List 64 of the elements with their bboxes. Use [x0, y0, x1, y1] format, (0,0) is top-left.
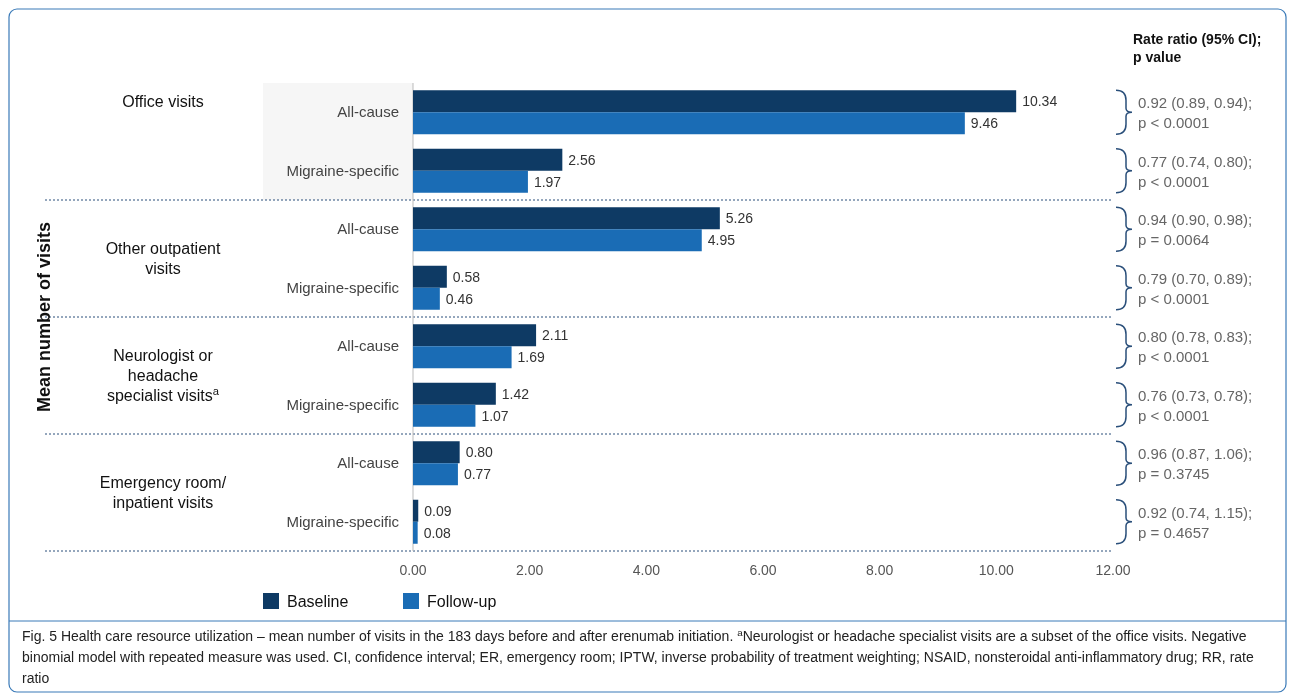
- data-label: 2.56: [568, 151, 596, 168]
- bar: [413, 112, 965, 135]
- text: Emergency room/ inpatient visits: [99, 473, 227, 511]
- text: Other outpatient visits: [105, 239, 221, 277]
- text: Neurologist or headache specialist visits$^{a}$: [106, 346, 220, 404]
- data-label: 1.07: [481, 407, 509, 424]
- bar: [413, 441, 460, 464]
- bar: [413, 229, 702, 252]
- x-tick-label: 4.00: [632, 562, 661, 578]
- bar: [413, 499, 419, 522]
- text: 0.77 (0.74, 0.80); p < 0.0001: [1138, 152, 1253, 190]
- bar: [413, 90, 1017, 113]
- text: 0.96 (0.87, 1.06); p = 0.3745: [1138, 445, 1253, 483]
- x-tick-label: 2.00: [516, 562, 544, 578]
- text: 0.79 (0.70, 0.89); p < 0.0001: [1138, 269, 1253, 307]
- data-label: 0.77: [463, 466, 492, 483]
- bar: [413, 207, 720, 230]
- y-tick-label: All-cause: [337, 337, 399, 355]
- data-label: 1.97: [533, 173, 562, 190]
- text: 0.92 (0.89, 0.94); p < 0.0001: [1138, 94, 1253, 132]
- data-label: 10.34: [1022, 93, 1058, 110]
- bar: [413, 463, 458, 486]
- caption: Fig. 5 Health care resource utilization – mean number of visits in the 183 days before and after erenumab initiation. $^{a}$Neurologist or headache specialist visits are a subset of the office visits. Negative binomial model with repeated measure was used. CI, confidence interval; ER, emergency room; IPTW, inverse probability of treatment weighting; NSAID, nonsteroidal anti-inflammatory drug; RR, rate ratio: [22, 626, 1254, 686]
- data-label: 4.95: [707, 232, 736, 249]
- data-label: 0.09: [424, 502, 452, 519]
- legend-label: Baseline: [287, 593, 349, 610]
- x-tick-label: 6.00: [749, 562, 777, 578]
- text: 0.94 (0.90, 0.98); p = 0.0064: [1138, 211, 1253, 249]
- text: Mean number of visits: [34, 221, 54, 413]
- x-tick-label: 10.00: [978, 562, 1015, 578]
- x-tick-label: 12.00: [1095, 562, 1131, 578]
- x-tick-label: 0.00: [399, 562, 427, 578]
- data-label: 1.42: [501, 385, 530, 402]
- bar: [413, 170, 528, 193]
- data-label: 2.11: [542, 327, 569, 344]
- text: 0.80 (0.78, 0.83); p < 0.0001: [1138, 328, 1253, 366]
- data-label: 0.08: [423, 524, 452, 541]
- bar: [413, 521, 418, 544]
- bar: [413, 287, 440, 310]
- text: 0.92 (0.74, 1.15); p = 0.4657: [1138, 503, 1253, 541]
- y-tick-label: All-cause: [337, 103, 399, 121]
- text: 0.76 (0.73, 0.78); p < 0.0001: [1138, 386, 1253, 424]
- y-tick-label: Migraine-specific: [286, 512, 400, 530]
- y-tick-label: Migraine-specific: [286, 278, 400, 296]
- bar: [413, 265, 447, 288]
- y-tick-label: All-cause: [337, 454, 399, 472]
- y-tick-label: Migraine-specific: [286, 395, 400, 413]
- y-tick-label: Migraine-specific: [286, 161, 400, 179]
- bar: [413, 324, 537, 347]
- y-tick-label: All-cause: [337, 220, 399, 238]
- bar: [413, 148, 563, 171]
- bar: [413, 404, 476, 427]
- data-label: 0.46: [445, 290, 474, 307]
- data-label: 1.69: [517, 349, 546, 366]
- legend-label: Follow-up: [427, 593, 497, 610]
- data-label: 0.80: [465, 444, 494, 461]
- data-label: 0.58: [452, 268, 481, 285]
- text: Rate ratio (95% CI); p value: [1133, 31, 1262, 65]
- data-label: 5.26: [725, 210, 754, 227]
- text: Office visits: [122, 92, 204, 110]
- data-label: 9.46: [970, 115, 999, 132]
- x-tick-label: 8.00: [866, 562, 894, 578]
- bar: [413, 382, 496, 405]
- bar: [413, 346, 512, 369]
